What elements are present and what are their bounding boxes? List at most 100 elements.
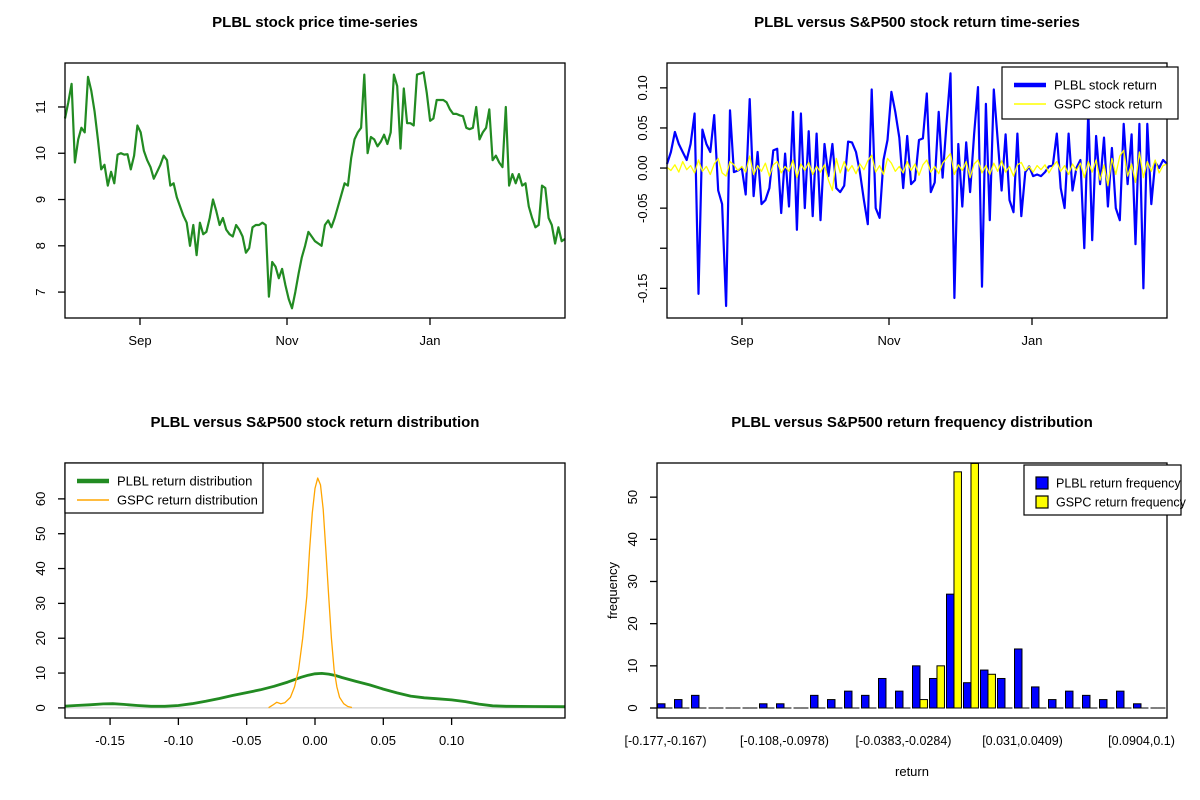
x-tick-label: 0.00 <box>302 733 327 748</box>
legend-swatch <box>1035 495 1049 509</box>
x-tick-label: -0.15 <box>95 733 125 748</box>
legend: PLBL return distribution GSPC return dist… <box>64 462 264 514</box>
price-chart-title: PLBL stock price time-series <box>212 14 418 31</box>
legend-box <box>1001 66 1179 120</box>
y-tick-label: 20 <box>625 616 640 630</box>
y-tick-label: 50 <box>625 490 640 504</box>
bar <box>1014 648 1023 709</box>
y-tick-label: 10 <box>625 659 640 673</box>
returns-chart-title: PLBL versus S&P500 stock return time-ser… <box>754 14 1080 31</box>
panel-price-chart: PLBL stock price time-series Sep Nov Jan 7 8… <box>0 0 600 400</box>
x-axis: Sep Nov Jan <box>128 318 440 348</box>
y-tick-label: 0 <box>33 704 48 711</box>
x-tick-label: Sep <box>128 333 151 348</box>
series-plbl <box>64 671 566 709</box>
bar <box>895 690 904 709</box>
y-tick-label: 50 <box>33 526 48 540</box>
bar <box>674 699 683 709</box>
series-plbl <box>666 72 1168 308</box>
plot-box <box>64 462 566 719</box>
series-gspc <box>268 477 353 709</box>
x-tick-label: -0.05 <box>232 733 262 748</box>
bar <box>953 471 962 709</box>
y-tick-label: 0.00 <box>635 155 650 180</box>
returns-chart-svg: Sep Nov Jan 0.10 0.05 0.00 -0.05 -0.15 PLBL stoc… <box>635 62 1179 348</box>
bar <box>946 593 955 709</box>
y-tick-label: 0.10 <box>635 75 650 100</box>
y-tick-label: 10 <box>33 666 48 680</box>
series-gspc <box>666 149 1168 192</box>
bar <box>997 677 1006 709</box>
y-tick-label: 0.05 <box>635 115 650 140</box>
x-tick-label: 0.05 <box>371 733 396 748</box>
density-chart-title: PLBL versus S&P500 stock return distribu… <box>150 414 480 431</box>
x-tick-label: Jan <box>1022 333 1043 348</box>
plot-box <box>64 62 566 319</box>
y-axis-title: frequency <box>605 561 620 619</box>
series-group <box>64 71 566 310</box>
bar <box>759 703 768 709</box>
bar <box>1048 699 1057 709</box>
bar <box>1116 690 1125 709</box>
bar <box>691 694 700 709</box>
y-tick-label: 40 <box>33 561 48 575</box>
x-bin-label: [-0.108,-0.0978) <box>740 734 829 748</box>
y-tick-label: 30 <box>625 574 640 588</box>
x-axis-title: return <box>895 764 929 779</box>
legend-label: GSPC return distribution <box>117 493 258 508</box>
bar <box>912 665 921 709</box>
series-group <box>64 477 566 709</box>
x-tick-label: Nov <box>877 333 901 348</box>
histogram-chart-svg: [-0.177,-0.167) [-0.108,-0.0978) [-0.0383,… <box>605 462 1187 779</box>
bar <box>936 665 945 709</box>
x-axis: Sep Nov Jan <box>730 318 1042 348</box>
histogram-chart-title: PLBL versus S&P500 return frequency dist… <box>731 414 1093 431</box>
legend-box <box>64 462 264 514</box>
bar <box>1133 703 1142 709</box>
price-chart-svg: Sep Nov Jan 7 8 9 10 11 <box>33 62 566 348</box>
legend-label: PLBL return frequency <box>1056 477 1181 491</box>
x-tick-label: -0.10 <box>164 733 194 748</box>
x-bin-label: [0.031,0.0409) <box>982 734 1063 748</box>
bar <box>1099 699 1108 709</box>
x-tick-label: Nov <box>275 333 299 348</box>
bar <box>776 703 785 709</box>
y-tick-label: 30 <box>33 596 48 610</box>
legend: PLBL stock return GSPC stock return <box>1001 66 1179 120</box>
bar <box>1065 690 1074 709</box>
y-tick-label: 8 <box>33 242 48 249</box>
bar <box>1031 686 1040 709</box>
y-tick-label: -0.05 <box>635 193 650 223</box>
bar <box>980 669 989 709</box>
bar <box>878 677 887 709</box>
x-axis: [-0.177,-0.167) [-0.108,-0.0978) [-0.0383,… <box>625 734 1175 748</box>
bar <box>929 677 938 709</box>
x-bin-label: [-0.177,-0.167) <box>625 734 707 748</box>
y-axis: 0.10 0.05 0.00 -0.05 -0.15 <box>635 75 667 303</box>
x-axis: -0.15 -0.10 -0.05 0.00 0.05 0.10 <box>95 718 464 748</box>
y-tick-label: 7 <box>33 288 48 295</box>
y-axis: 0 10 20 30 40 50 <box>625 490 657 712</box>
y-axis: 0 10 20 30 40 50 60 <box>33 492 65 712</box>
series-plbl <box>64 71 566 310</box>
legend-box <box>1023 464 1182 516</box>
legend-label: PLBL stock return <box>1054 78 1157 93</box>
bars-group <box>657 462 1166 709</box>
y-tick-label: 9 <box>33 196 48 203</box>
y-tick-label: -0.15 <box>635 274 650 304</box>
panel-histogram-chart: PLBL versus S&P500 return frequency dist… <box>600 400 1200 800</box>
x-tick-label: Jan <box>420 333 441 348</box>
y-tick-label: 10 <box>33 146 48 160</box>
legend-label: GSPC return frequency <box>1056 496 1187 510</box>
y-tick-label: 40 <box>625 532 640 546</box>
panel-returns-chart: PLBL versus S&P500 stock return time-ser… <box>600 0 1200 400</box>
bar <box>919 699 928 709</box>
y-tick-label: 60 <box>33 492 48 506</box>
legend: PLBL return frequency GSPC return frequen… <box>1023 464 1187 516</box>
bar <box>657 703 666 709</box>
x-bin-label: [0.0904,0.1) <box>1108 734 1175 748</box>
y-tick-label: 20 <box>33 631 48 645</box>
x-bin-label: [-0.0383,-0.0284) <box>856 734 952 748</box>
density-chart-svg: -0.15 -0.10 -0.05 0.00 0.05 0.10 0 10 20 30 40 50 60… <box>33 462 566 748</box>
